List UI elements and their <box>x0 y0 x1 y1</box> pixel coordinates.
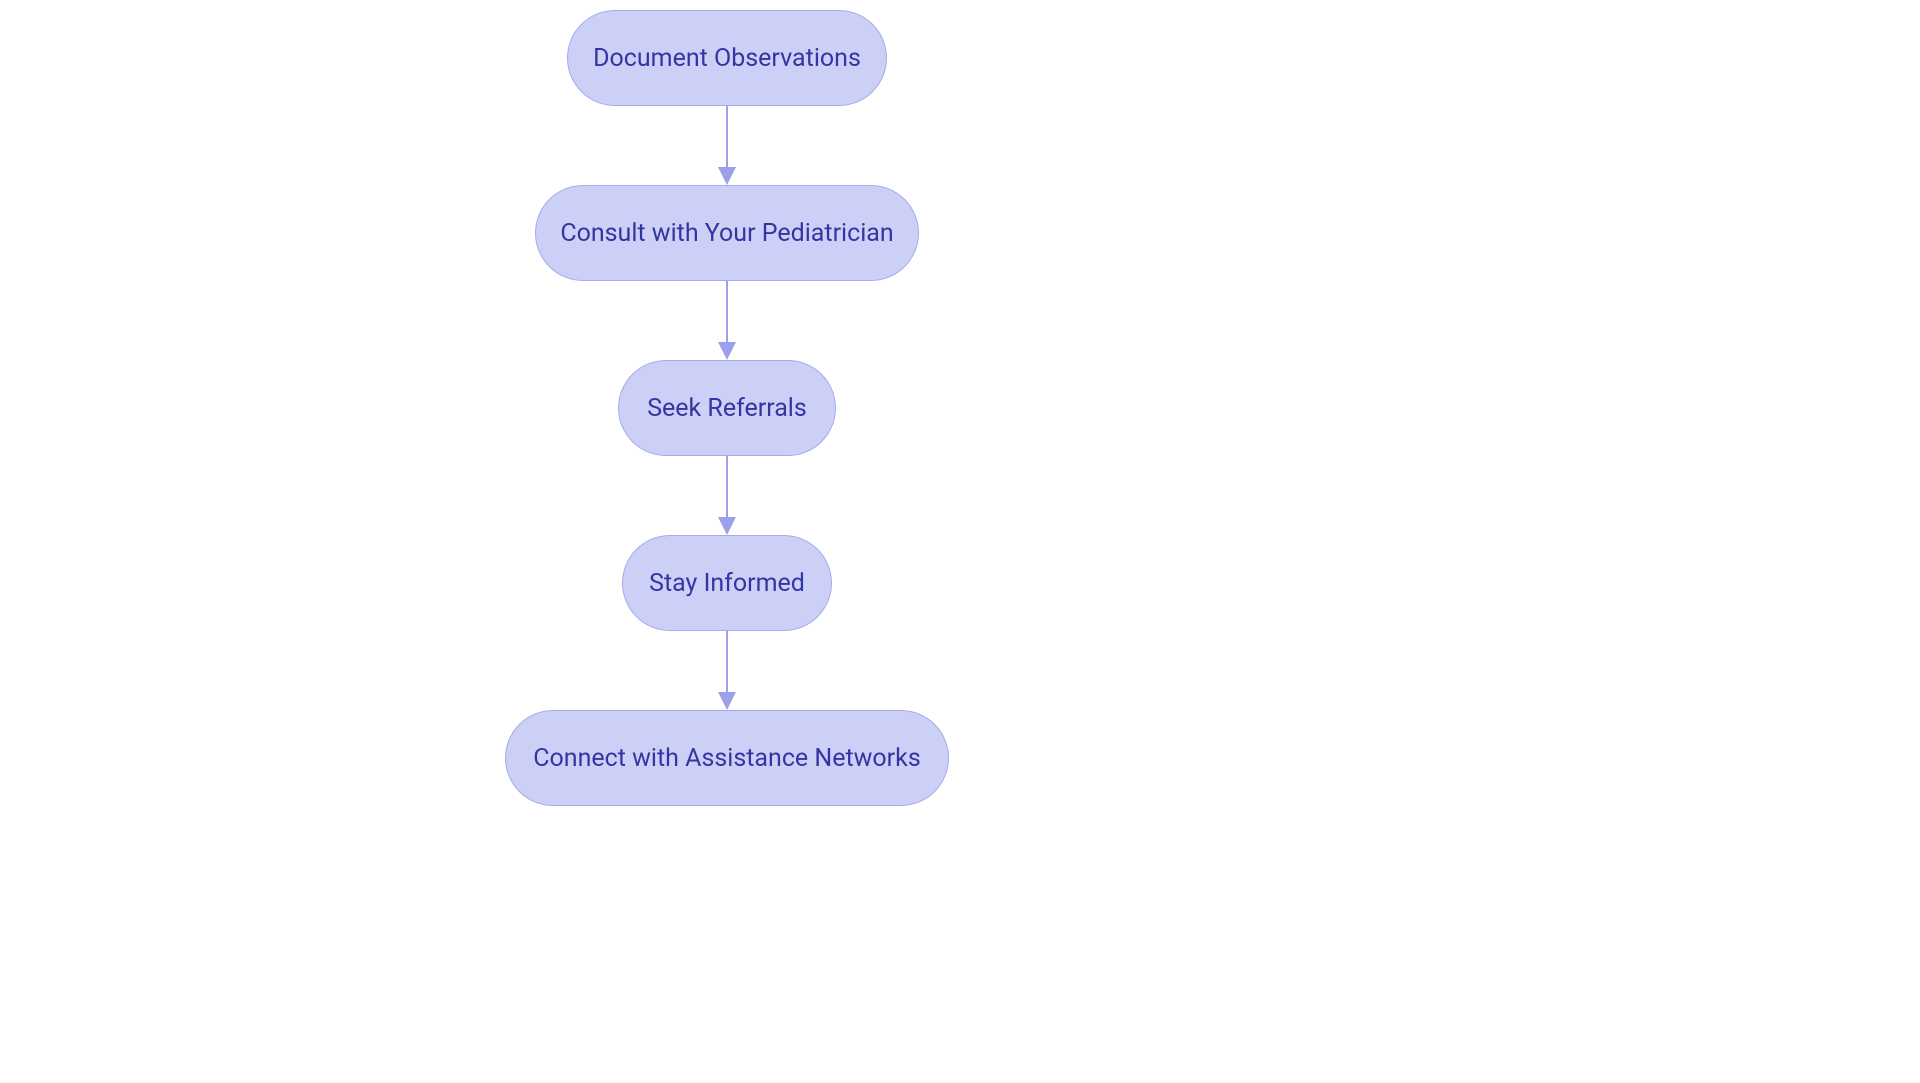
flowchart-arrowhead <box>718 342 736 360</box>
flowchart-node-label: Connect with Assistance Networks <box>533 744 920 773</box>
flowchart-node: Consult with Your Pediatrician <box>535 185 919 281</box>
flowchart-arrowhead <box>718 517 736 535</box>
flowchart-node-label: Seek Referrals <box>647 394 807 423</box>
flowchart-edge <box>726 456 728 517</box>
flowchart-node: Stay Informed <box>622 535 832 631</box>
flowchart-node: Seek Referrals <box>618 360 836 456</box>
flowchart-edge <box>726 106 728 167</box>
flowchart-node: Connect with Assistance Networks <box>505 710 949 806</box>
flowchart-edge <box>726 631 728 692</box>
flowchart-canvas: Document Observations Consult with Your P… <box>0 0 1920 1083</box>
flowchart-node-label: Consult with Your Pediatrician <box>560 219 893 248</box>
flowchart-arrowhead <box>718 692 736 710</box>
flowchart-edge <box>726 281 728 342</box>
flowchart-node-label: Document Observations <box>593 44 861 73</box>
flowchart-arrowhead <box>718 167 736 185</box>
flowchart-node: Document Observations <box>567 10 887 106</box>
flowchart-node-label: Stay Informed <box>649 569 805 598</box>
